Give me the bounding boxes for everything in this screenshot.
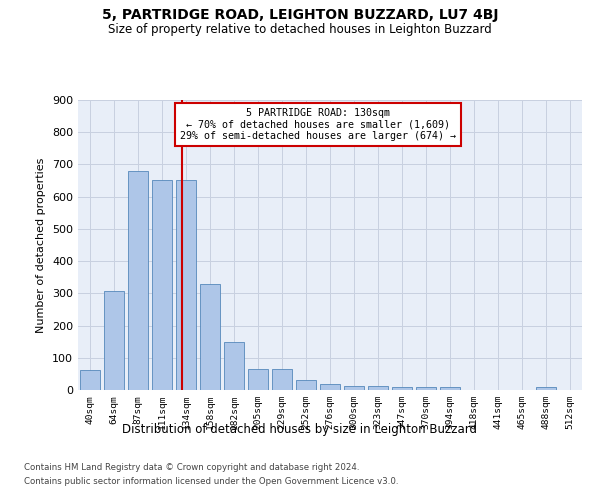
Bar <box>344 386 364 390</box>
Text: 5, PARTRIDGE ROAD, LEIGHTON BUZZARD, LU7 4BJ: 5, PARTRIDGE ROAD, LEIGHTON BUZZARD, LU7… <box>102 8 498 22</box>
Bar <box>536 388 556 390</box>
Text: Contains public sector information licensed under the Open Government Licence v3: Contains public sector information licen… <box>24 477 398 486</box>
Text: 5 PARTRIDGE ROAD: 130sqm
← 70% of detached houses are smaller (1,609)
29% of sem: 5 PARTRIDGE ROAD: 130sqm ← 70% of detach… <box>180 108 456 142</box>
Bar <box>176 180 196 390</box>
Bar <box>416 387 436 390</box>
Bar <box>104 291 124 390</box>
Y-axis label: Number of detached properties: Number of detached properties <box>37 158 46 332</box>
Text: Contains HM Land Registry data © Crown copyright and database right 2024.: Contains HM Land Registry data © Crown c… <box>24 464 359 472</box>
Bar <box>392 387 412 390</box>
Bar <box>320 384 340 390</box>
Bar <box>80 370 100 390</box>
Text: Distribution of detached houses by size in Leighton Buzzard: Distribution of detached houses by size … <box>122 422 478 436</box>
Bar <box>272 369 292 390</box>
Bar <box>248 369 268 390</box>
Bar <box>296 380 316 390</box>
Bar <box>440 388 460 390</box>
Bar <box>200 284 220 390</box>
Text: Size of property relative to detached houses in Leighton Buzzard: Size of property relative to detached ho… <box>108 24 492 36</box>
Bar <box>368 386 388 390</box>
Bar <box>152 180 172 390</box>
Bar <box>224 342 244 390</box>
Bar <box>128 170 148 390</box>
